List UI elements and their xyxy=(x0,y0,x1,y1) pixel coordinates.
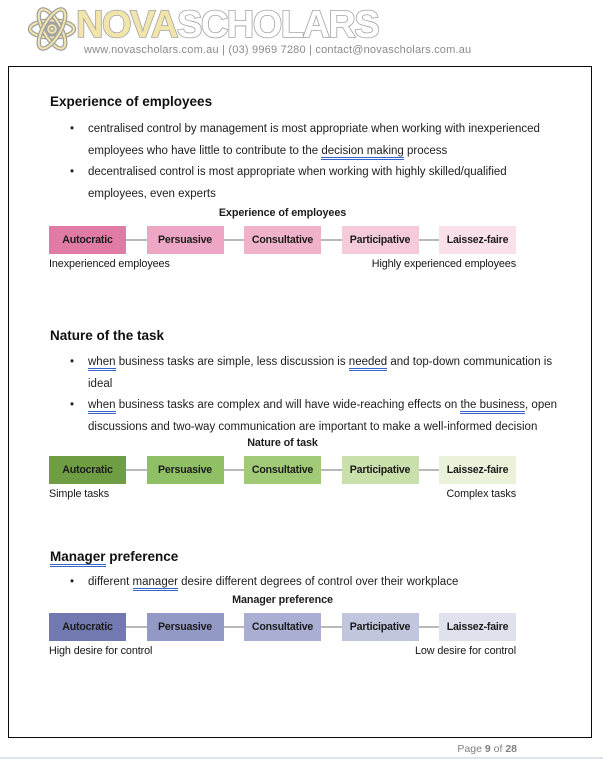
section-heading: Nature of the task xyxy=(50,328,164,344)
footer-of-label: of xyxy=(493,743,503,755)
stage-box: Persuasive xyxy=(146,226,224,254)
stage-box: Consultative xyxy=(244,456,321,484)
stage-box: Autocratic xyxy=(49,613,126,641)
grammar-marked-text: the business xyxy=(460,399,526,415)
stage-row: Autocratic Persuasive Consultative Particip… xyxy=(49,613,516,641)
stage-box: Persuasive xyxy=(146,456,224,484)
stage-connector-line xyxy=(223,239,244,241)
bullet-list: centralised control by management is mos… xyxy=(68,119,558,205)
diagram-axis-labels: High desire for control Low desire for co… xyxy=(49,645,516,657)
stage-box: Consultative xyxy=(244,226,321,254)
stage-box: Consultative xyxy=(244,613,321,641)
stage-row: Autocratic Persuasive Consultative Particip… xyxy=(49,226,516,254)
grammar-marked-text: when xyxy=(88,356,116,371)
stage-connector-line xyxy=(321,469,342,471)
section-heading: Manager preference xyxy=(50,549,179,567)
diagram-title: Experience of employees xyxy=(218,207,347,219)
list-item: when business tasks are complex and will… xyxy=(68,395,558,438)
text-segment: and top-down communication is ideal xyxy=(88,356,553,390)
diagram-left-label: Inexperienced employees xyxy=(49,258,170,270)
grammar-marked-text: Manager xyxy=(50,549,106,567)
diagram-title: Manager preference xyxy=(232,594,333,606)
brand-nova: NOVA xyxy=(75,3,179,47)
brand-wordmark: NOVASCHOLARS xyxy=(75,3,380,47)
stage-row: Autocratic Persuasive Consultative Particip… xyxy=(49,456,516,484)
stage-connector-line xyxy=(223,626,244,628)
list-item: centralised control by management is mos… xyxy=(68,119,558,162)
grammar-marked-text: needed xyxy=(348,356,388,371)
diagram-axis-labels: Simple tasks Complex tasks xyxy=(49,488,516,500)
grammar-marked-text: when xyxy=(88,399,116,415)
text-segment: decentralised control is most appropriat… xyxy=(88,166,507,200)
diagram-left-label: Simple tasks xyxy=(49,488,110,500)
bullet-list: when business tasks are simple, less dis… xyxy=(68,352,558,438)
bottom-edge-divider xyxy=(0,757,603,759)
stage-box: Laissez-faire xyxy=(439,613,516,641)
stage-box: Autocratic xyxy=(49,456,126,484)
grammar-marked-text: manager xyxy=(132,576,178,591)
stage-box: Laissez-faire xyxy=(439,456,516,484)
management-style-diagram: Manager preference Autocratic Persuasive Co… xyxy=(49,593,516,657)
stage-box: Participative xyxy=(341,226,419,254)
stage-connector-line xyxy=(418,469,439,471)
text-segment: process xyxy=(403,144,448,157)
page-number-footer: Page 9 of 28 xyxy=(457,743,517,755)
management-style-diagram: Nature of task Autocratic Persuasive Consul… xyxy=(49,436,516,500)
grammar-marked-text: decision making xyxy=(321,144,404,160)
text-segment: centralised control by management is mos… xyxy=(88,123,540,157)
contact-tagline: www.novascholars.com.au | (03) 9969 7280… xyxy=(84,44,472,56)
list-item: decentralised control is most appropriat… xyxy=(68,162,558,205)
text-segment: , open discussions and two-way communica… xyxy=(88,399,558,433)
section-heading: Experience of employees xyxy=(50,94,212,110)
stage-connector-line xyxy=(418,626,439,628)
stage-box: Persuasive xyxy=(146,613,224,641)
diagram-title: Nature of task xyxy=(247,437,318,449)
list-item: different manager desire different degre… xyxy=(68,572,558,594)
bullet-list: different manager desire different degre… xyxy=(68,572,558,594)
brand-scholars: SCHOLARS xyxy=(176,3,380,47)
diagram-right-label: Low desire for control xyxy=(414,645,516,657)
text-segment: business tasks are simple, less discussi… xyxy=(115,356,349,368)
stage-connector-line xyxy=(418,239,439,241)
stage-box: Laissez-faire xyxy=(439,226,516,254)
footer-page-label: Page xyxy=(457,743,482,755)
footer-page-total: 28 xyxy=(505,743,517,755)
footer-page-number: 9 xyxy=(484,743,491,755)
diagram-left-label: High desire for control xyxy=(49,645,153,657)
management-style-diagram: Experience of employees Autocratic Persuas… xyxy=(49,206,516,270)
stage-connector-line xyxy=(126,239,147,241)
heading-text: Nature of the task xyxy=(50,328,165,343)
stage-connector-line xyxy=(126,626,147,628)
list-item: when business tasks are simple, less dis… xyxy=(68,352,558,395)
stage-connector-line xyxy=(321,626,342,628)
diagram-right-label: Highly experienced employees xyxy=(371,258,516,270)
atom-logo-icon xyxy=(27,7,77,51)
stage-box: Participative xyxy=(341,613,419,641)
text-segment: desire different degrees of control over… xyxy=(177,576,459,588)
diagram-right-label: Complex tasks xyxy=(446,488,516,500)
text-segment: business tasks are complex and will have… xyxy=(115,399,461,412)
stage-box: Autocratic xyxy=(49,226,126,254)
diagram-axis-labels: Inexperienced employees Highly experience… xyxy=(49,258,516,270)
stage-connector-line xyxy=(223,469,244,471)
heading-text: preference xyxy=(105,549,179,564)
stage-connector-line xyxy=(126,469,147,471)
heading-text: Experience of employees xyxy=(50,94,213,109)
stage-box: Participative xyxy=(341,456,419,484)
stage-connector-line xyxy=(321,239,342,241)
text-segment: different xyxy=(88,576,133,588)
content-box xyxy=(8,66,592,738)
